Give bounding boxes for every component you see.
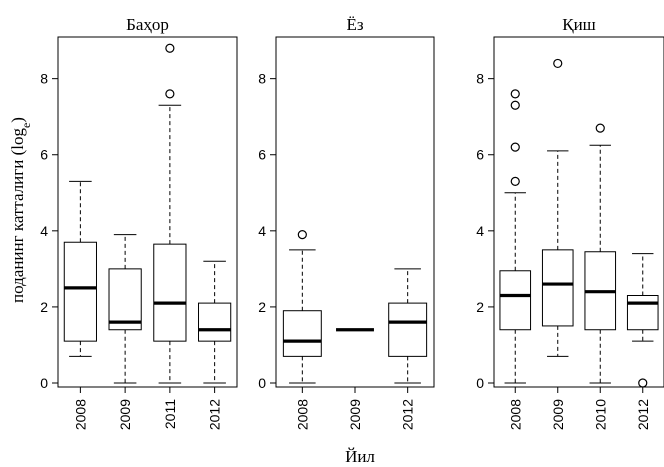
svg-text:поданинг катталиги (loge): поданинг катталиги (loge)	[8, 117, 33, 303]
panel-1: Баҳор 0 2 4 6 8 2008 2009 2011 2012	[40, 15, 238, 430]
y-tick-label: 8	[476, 71, 484, 87]
outlier-point	[510, 142, 520, 152]
outlier-point	[165, 43, 175, 53]
box-body	[198, 302, 232, 342]
box-2012	[626, 253, 659, 388]
outlier-point	[595, 123, 605, 133]
box-body	[282, 310, 322, 357]
box-2012	[198, 260, 232, 384]
panel-3: Қиш 0 2 4 6 8 2008 2009 2010 2012	[476, 15, 664, 430]
box-2009	[108, 234, 142, 384]
x-tick-label: 2012	[635, 399, 651, 430]
box-body	[541, 249, 574, 327]
outlier-point	[638, 378, 648, 388]
panel-frame	[493, 36, 664, 388]
box-body	[63, 241, 97, 342]
y-tick-label: 0	[476, 375, 484, 391]
x-tick-label: 2009	[117, 399, 133, 430]
y-tick-label: 6	[476, 147, 484, 163]
box-2012	[388, 268, 428, 384]
panel-frame	[57, 36, 238, 388]
outlier-point	[297, 230, 307, 240]
y-axis-label: поданинг катталиги (log	[8, 128, 27, 303]
x-tick-label: 2011	[162, 399, 178, 429]
y-tick-label: 4	[476, 223, 484, 239]
x-tick-label: 2012	[207, 399, 223, 430]
chart-panels: Баҳор 0 2 4 6 8 2008 2009 2011 2012 Ёз 0 2 4 6 8 2008 200…	[40, 15, 664, 430]
x-tick-label: 2008	[294, 399, 310, 430]
box-2008	[282, 230, 322, 384]
x-tick-label: 2010	[592, 399, 608, 430]
y-axis-label-subscript: e	[19, 123, 33, 128]
x-axis-label: Йил	[345, 447, 375, 466]
panel-title: Баҳор	[126, 15, 169, 34]
outlier-point	[510, 89, 520, 99]
box-2008	[499, 89, 532, 384]
outlier-point	[510, 100, 520, 110]
panel-2: Ёз 0 2 4 6 8 2008 2009 2012	[258, 15, 435, 430]
box-body	[499, 270, 532, 331]
y-axis-label-close: )	[8, 117, 27, 123]
box-body	[388, 302, 428, 357]
panel-title: Ёз	[346, 15, 363, 34]
box-body	[153, 243, 187, 342]
y-tick-label: 6	[258, 147, 266, 163]
y-tick-label: 2	[258, 299, 266, 315]
panel-title: Қиш	[562, 15, 596, 34]
y-tick-label: 0	[40, 375, 48, 391]
y-axis-title: поданинг катталиги (loge)	[8, 117, 33, 303]
x-tick-label: 2008	[72, 399, 88, 430]
y-tick-label: 0	[258, 375, 266, 391]
outlier-point	[553, 58, 563, 69]
box-2008	[63, 180, 97, 357]
y-tick-label: 4	[258, 223, 266, 239]
x-tick-label: 2009	[550, 399, 566, 430]
box-2009	[541, 58, 574, 357]
y-tick-label: 6	[40, 147, 48, 163]
box-2010	[584, 123, 617, 384]
y-tick-label: 8	[40, 71, 48, 87]
x-tick-label: 2008	[507, 399, 523, 430]
outlier-point	[165, 89, 175, 99]
x-tick-label: 2012	[400, 399, 416, 430]
y-tick-label: 2	[476, 299, 484, 315]
box-body	[626, 295, 659, 331]
y-tick-label: 8	[258, 71, 266, 87]
y-tick-label: 4	[40, 223, 48, 239]
box-body	[108, 268, 142, 331]
outlier-point	[510, 176, 520, 186]
x-tick-label: 2009	[347, 399, 363, 430]
y-tick-label: 2	[40, 299, 48, 315]
box-2011	[153, 43, 187, 384]
